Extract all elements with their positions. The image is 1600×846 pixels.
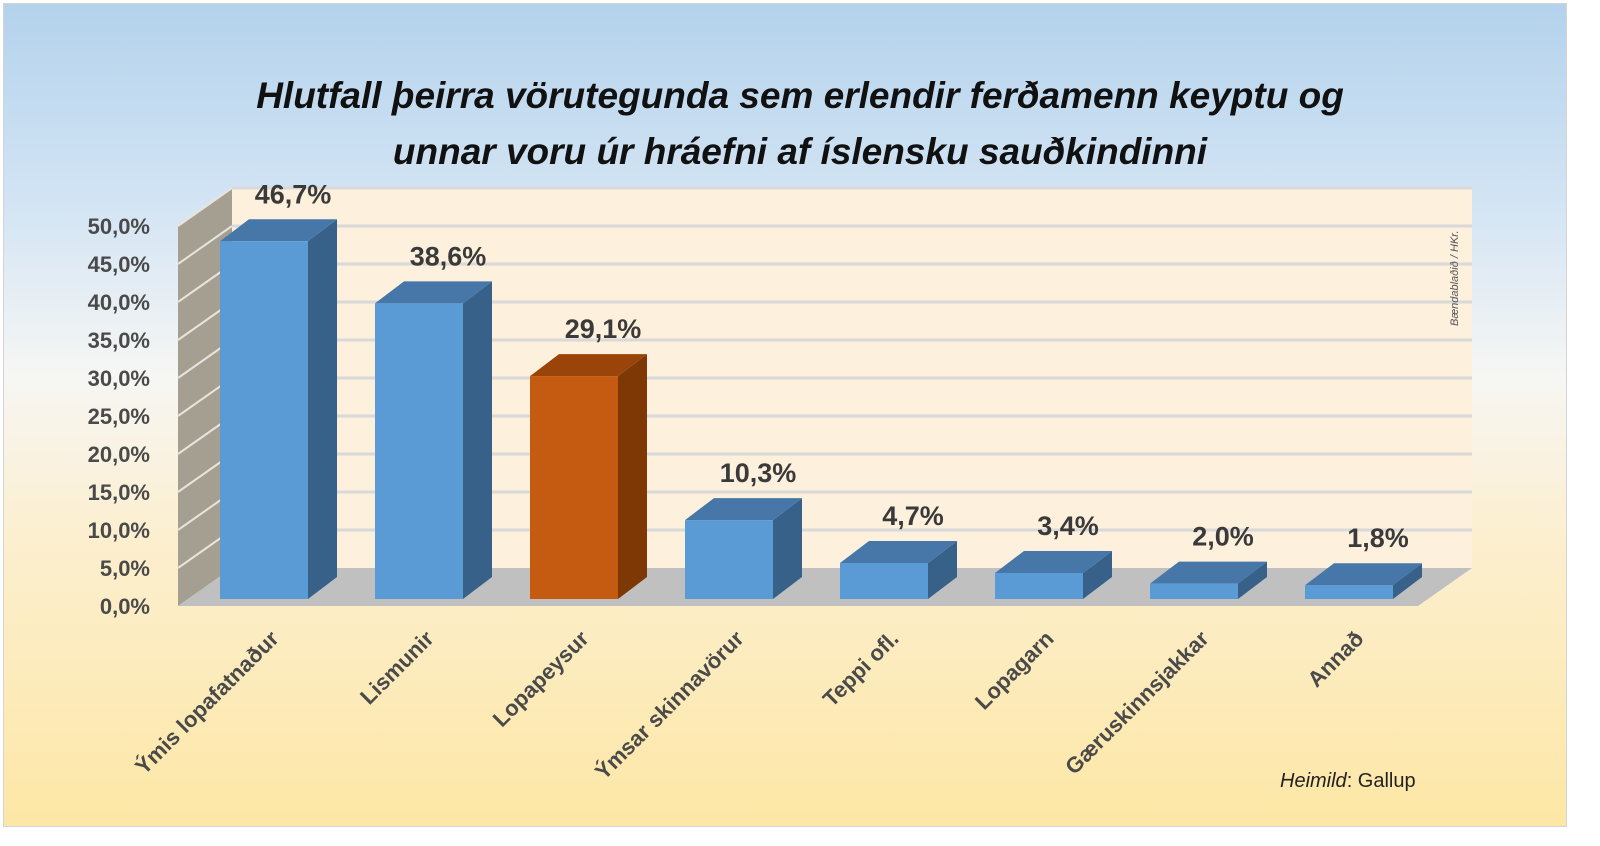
side-gridline <box>177 187 233 227</box>
bar-top <box>1305 563 1422 586</box>
chart-title-line-1: Hlutfall þeirra vörutegunda sem erlendir… <box>256 75 1344 116</box>
data-label: 38,6% <box>410 241 487 271</box>
x-axis-label: Teppi ofl. <box>818 626 904 712</box>
bar-top <box>840 540 957 563</box>
data-label: 2,0% <box>1192 522 1254 552</box>
x-axis-label: Lismunir <box>355 626 439 710</box>
bar-top <box>530 354 647 377</box>
x-axis-label: Ýmis lopafatnaður <box>130 626 284 780</box>
bar-top <box>1150 561 1267 584</box>
bar-1 <box>220 241 308 599</box>
y-tick-label: 25,0% <box>88 404 150 429</box>
bar-side <box>463 281 492 599</box>
y-tick-label: 10,0% <box>88 518 150 543</box>
chart-title: Hlutfall þeirra vörutegunda sem erlendir… <box>0 68 1600 180</box>
data-label: 3,4% <box>1037 511 1099 541</box>
y-tick-label: 0,0% <box>100 594 150 619</box>
bar-top <box>375 281 492 304</box>
bar-5 <box>840 562 928 599</box>
bar-side <box>308 219 337 599</box>
bar-top <box>995 550 1112 573</box>
source-label: Heimild <box>1280 770 1347 792</box>
source-note: Heimild: Gallup <box>1280 770 1416 793</box>
y-tick-label: 5,0% <box>100 556 150 581</box>
x-axis-label: Gæruskinnsjakkar <box>1060 626 1214 780</box>
bar-side <box>1393 563 1422 599</box>
y-tick-label: 50,0% <box>88 214 150 239</box>
bar-7 <box>1150 583 1238 599</box>
floor <box>178 568 1472 606</box>
bar-top <box>220 219 337 242</box>
source-value: : Gallup <box>1346 770 1416 792</box>
data-label: 4,7% <box>882 501 944 531</box>
y-tick-label: 45,0% <box>88 252 150 277</box>
bar-side <box>1083 550 1112 599</box>
data-label: 1,8% <box>1347 523 1409 553</box>
y-tick-label: 35,0% <box>88 328 150 353</box>
bar-side <box>928 540 957 599</box>
bar-3 <box>530 376 618 599</box>
bar-2 <box>375 303 463 599</box>
y-tick-label: 20,0% <box>88 442 150 467</box>
x-axis-label: Annað <box>1302 626 1368 692</box>
y-tick-label: 30,0% <box>88 366 150 391</box>
x-axis-label: Ýmsar skinnavörur <box>590 626 749 785</box>
bar-side <box>1238 561 1267 599</box>
data-label: 10,3% <box>720 458 797 488</box>
data-label: 29,1% <box>565 314 642 344</box>
data-label: 46,7% <box>255 179 332 209</box>
chart-title-line-2: unnar voru úr hráefni af íslensku sauðki… <box>392 131 1208 172</box>
x-axis-label: Lopagarn <box>970 626 1059 715</box>
bar-top <box>685 498 802 521</box>
bar-8 <box>1305 585 1393 599</box>
watermark-text: Bændablaðið / HKr. <box>1449 230 1461 326</box>
y-tick-label: 15,0% <box>88 480 150 505</box>
bar-6 <box>995 572 1083 599</box>
side-gridline <box>177 225 233 265</box>
y-tick-label: 40,0% <box>88 290 150 315</box>
x-axis-label: Lopapeysur <box>488 626 594 732</box>
bar-side <box>773 498 802 599</box>
bar-4 <box>685 520 773 599</box>
bar-side <box>618 354 647 599</box>
